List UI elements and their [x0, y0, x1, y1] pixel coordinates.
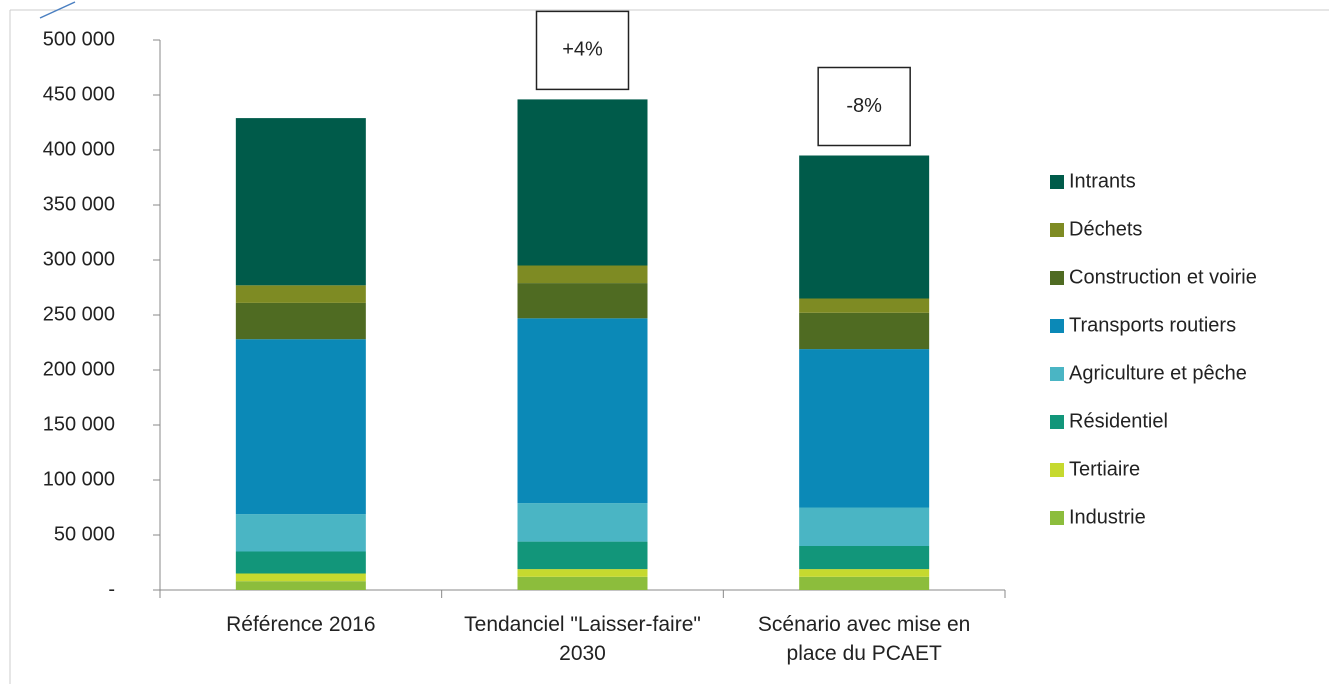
bar-segment: [517, 283, 648, 319]
bar-segment: [517, 318, 648, 504]
bar-segment: [799, 298, 930, 313]
x-tick-label: Référence 2016: [226, 613, 376, 636]
bar-segment: [799, 569, 930, 577]
annotation: -8%: [846, 95, 882, 117]
legend-swatch: [1050, 415, 1064, 429]
legend-swatch: [1050, 319, 1064, 333]
legend-swatch: [1050, 223, 1064, 237]
bar-segment: [517, 541, 648, 570]
legend-swatch: [1050, 463, 1064, 477]
bar-segment: [517, 569, 648, 577]
bar-segment: [517, 265, 648, 284]
legend-swatch: [1050, 175, 1064, 189]
legend-label: Intrants: [1069, 170, 1136, 192]
legend-swatch: [1050, 367, 1064, 381]
bar-segment: [517, 503, 648, 542]
y-tick-label: 250 000: [43, 303, 115, 325]
y-tick-label: 450 000: [43, 83, 115, 105]
bar-segment: [517, 576, 648, 590]
x-tick-label: Tendanciel "Laisser-faire" 2030: [464, 613, 701, 665]
bar-segment: [235, 285, 366, 303]
annotation: +4%: [562, 39, 603, 61]
y-tick-label: 400 000: [43, 138, 115, 160]
bar-segment: [235, 302, 366, 340]
legend-label: Transports routiers: [1069, 314, 1236, 336]
bar-segment: [235, 514, 366, 552]
bar-segment: [235, 118, 366, 286]
decor-line: [39, 1, 76, 19]
legend-label: Construction et voirie: [1069, 266, 1257, 288]
annotation-box: [535, 10, 630, 91]
legend-swatch: [1050, 271, 1064, 285]
bar-segment: [799, 507, 930, 546]
y-tick-label: 150 000: [43, 413, 115, 435]
y-tick-label: 300 000: [43, 248, 115, 270]
bar-segment: [799, 576, 930, 590]
y-tick-label: 50 000: [54, 523, 115, 545]
bar-segment: [799, 349, 930, 508]
y-tick-label: 350 000: [43, 193, 115, 215]
y-tick-label: 200 000: [43, 358, 115, 380]
y-tick-label: 100 000: [43, 468, 115, 490]
bar-segment: [799, 155, 930, 299]
legend-label: Résidentiel: [1069, 410, 1168, 432]
legend-label: Agriculture et pêche: [1069, 362, 1247, 384]
bar-segment: [235, 581, 366, 590]
y-tick-label: -: [108, 578, 115, 600]
legend-label: Déchets: [1069, 218, 1142, 240]
bar-segment: [235, 551, 366, 574]
legend-label: Industrie: [1069, 506, 1146, 528]
bar-segment: [235, 339, 366, 515]
y-tick-label: 500 000: [43, 28, 115, 50]
annotation-box: [817, 66, 911, 147]
bar-segment: [799, 546, 930, 570]
bar-segment: [799, 312, 930, 350]
bar-segment: [235, 573, 366, 582]
legend-swatch: [1050, 511, 1064, 525]
legend-label: Tertiaire: [1069, 458, 1140, 480]
x-tick-label: Scénario avec mise en place du PCAET: [757, 613, 971, 665]
bar-segment: [517, 99, 648, 266]
